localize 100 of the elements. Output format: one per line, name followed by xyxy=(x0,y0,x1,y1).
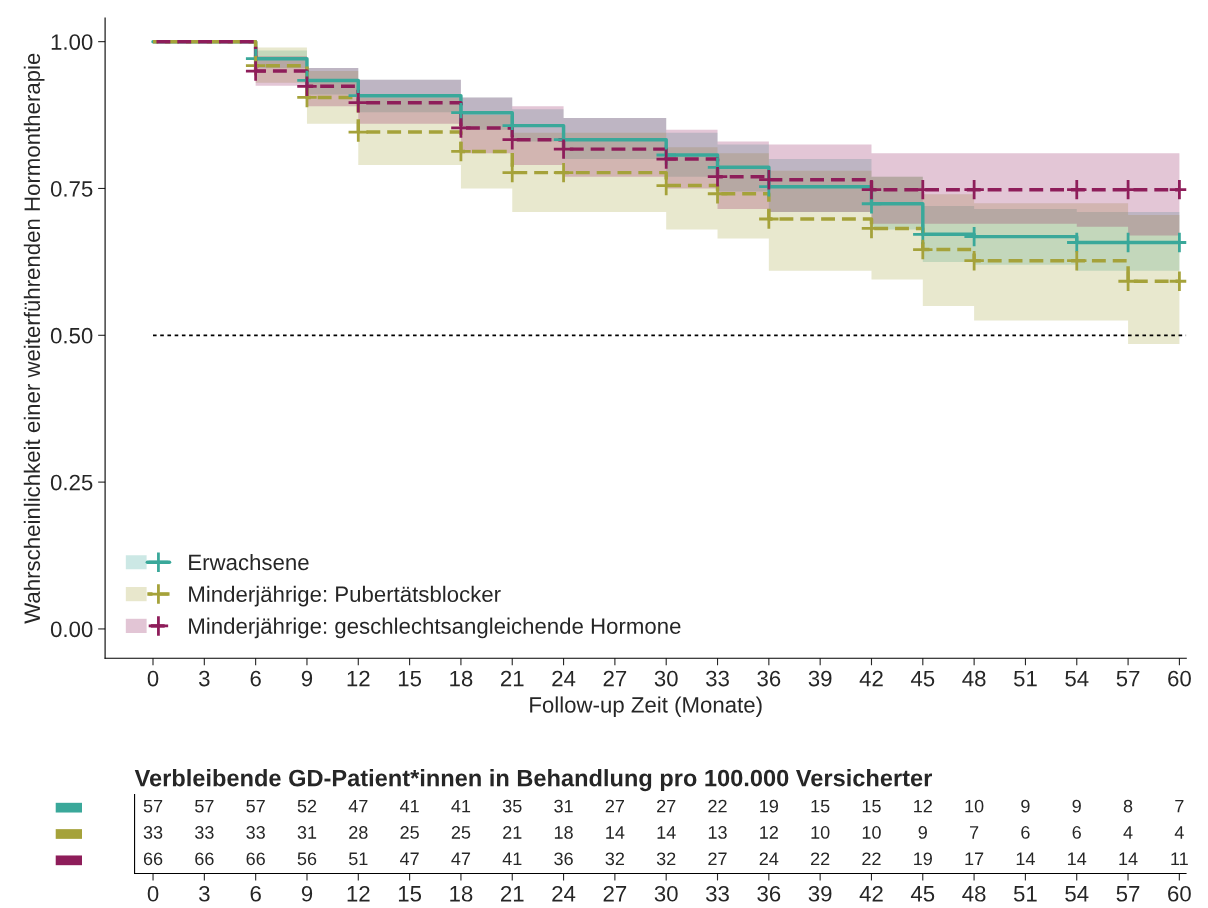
x-tick-label: 33 xyxy=(706,670,729,687)
data-label: 10 xyxy=(965,799,984,813)
point xyxy=(1065,178,1088,201)
x-axis-title: Follow-up Zeit (Monate) xyxy=(530,696,762,718)
data-label: 57 xyxy=(195,799,214,813)
x-tick-label: 6 xyxy=(250,885,261,902)
data-label: 66 xyxy=(195,852,214,866)
x-tick-label: 27 xyxy=(603,885,627,902)
point xyxy=(757,207,780,231)
data-label: 14 xyxy=(606,826,625,839)
data-label: 27 xyxy=(605,799,625,813)
point xyxy=(963,249,986,272)
point xyxy=(552,161,575,184)
x-tick-label: 24 xyxy=(552,885,576,902)
data-label: 25 xyxy=(400,826,419,839)
x-tick-label: 51 xyxy=(1013,886,1037,902)
point xyxy=(295,75,319,98)
x-tick-label: 18 xyxy=(450,670,473,687)
data-label: 28 xyxy=(349,826,368,839)
data-label: 32 xyxy=(656,852,676,866)
x-tick-label: 21 xyxy=(501,885,524,902)
data-label: 31 xyxy=(297,826,317,839)
data-label: 9 xyxy=(1072,799,1081,813)
data-label: 19 xyxy=(760,799,779,813)
data-label: 47 xyxy=(348,799,368,813)
y-tick-label: 0.00 xyxy=(50,621,93,638)
data-label: 41 xyxy=(399,799,419,813)
point xyxy=(655,148,678,171)
data-label: 9 xyxy=(1021,799,1030,813)
data-label: 33 xyxy=(246,826,265,839)
x-tick-label: 54 xyxy=(1065,670,1089,687)
point xyxy=(706,165,729,188)
data-label: 35 xyxy=(502,799,522,813)
data-label: 17 xyxy=(965,852,984,865)
y-tick-label: 0.75 xyxy=(50,181,93,197)
x-tick-label: 3 xyxy=(199,885,210,902)
point xyxy=(552,138,575,161)
x-tick-label: 54 xyxy=(1065,886,1089,902)
x-tick-label: 36 xyxy=(757,670,781,687)
x-tick-label: 9 xyxy=(301,885,313,902)
data-label: 13 xyxy=(708,826,727,839)
data-label: 52 xyxy=(297,799,317,813)
data-label: 10 xyxy=(811,826,830,839)
x-tick-label: 12 xyxy=(347,885,370,902)
x-tick-label: 27 xyxy=(603,670,627,687)
x-tick-label: 21 xyxy=(501,670,524,687)
chart-title: Verbleibende GD-Patient*innen in Behandlung pro 100.000 Versicherter xyxy=(134,769,932,792)
data-label: 32 xyxy=(605,852,625,866)
point xyxy=(347,120,370,144)
data-label: 18 xyxy=(554,826,573,839)
data-label: 33 xyxy=(195,826,214,839)
data-label: 4 xyxy=(1174,826,1184,839)
point xyxy=(1065,249,1088,272)
point xyxy=(244,59,267,83)
legend-label: Erwachsene xyxy=(189,553,309,571)
x-tick-label: 0 xyxy=(147,670,159,687)
x-tick-label: 60 xyxy=(1168,670,1191,687)
legend-label: Minderjährige: geschlechtsangleichende Hormone xyxy=(189,617,681,639)
data-label: 14 xyxy=(1068,852,1087,865)
x-tick-label: 6 xyxy=(250,670,261,687)
x-tick-label: 0 xyxy=(147,885,159,902)
data-label: 22 xyxy=(708,799,727,813)
data-label: 19 xyxy=(914,852,932,866)
x-tick-label: 42 xyxy=(859,670,883,687)
x-tick-label: 48 xyxy=(962,885,986,902)
data-label: 25 xyxy=(451,826,471,839)
data-label: 66 xyxy=(143,852,163,866)
data-label: 36 xyxy=(554,852,573,866)
data-label: 47 xyxy=(451,852,471,865)
data-label: 41 xyxy=(451,799,471,813)
data-label: 12 xyxy=(914,799,932,813)
data-label: 57 xyxy=(143,799,163,813)
x-tick-label: 24 xyxy=(552,670,576,687)
data-label: 14 xyxy=(1119,852,1138,865)
data-label: 41 xyxy=(502,852,522,865)
data-label: 4 xyxy=(1123,826,1133,839)
data-label: 57 xyxy=(246,799,265,813)
data-label: 11 xyxy=(1171,852,1188,865)
point xyxy=(347,91,370,114)
point xyxy=(963,178,986,201)
point xyxy=(449,140,473,163)
x-tick-label: 57 xyxy=(1116,670,1140,687)
data-label: 9 xyxy=(918,826,927,839)
x-tick-label: 45 xyxy=(910,670,935,687)
y-axis-title: Wahrscheinlichkeit einer weiterführenden Hormontherapie xyxy=(23,53,45,624)
y-tick-label: 0.25 xyxy=(50,474,93,491)
data-label: 22 xyxy=(862,852,881,865)
data-label: 8 xyxy=(1123,799,1133,813)
x-tick-label: 60 xyxy=(1168,885,1191,902)
data-label: 15 xyxy=(862,799,881,813)
data-label: 22 xyxy=(811,852,830,865)
data-label: 56 xyxy=(297,852,317,866)
point xyxy=(1116,270,1140,293)
x-tick-label: 30 xyxy=(654,670,678,687)
data-label: 27 xyxy=(708,852,727,865)
data-label: 31 xyxy=(554,799,573,813)
data-label: 10 xyxy=(862,826,881,839)
x-tick-label: 12 xyxy=(347,670,370,687)
data-label: 66 xyxy=(246,852,265,866)
data-label: 33 xyxy=(143,826,163,839)
